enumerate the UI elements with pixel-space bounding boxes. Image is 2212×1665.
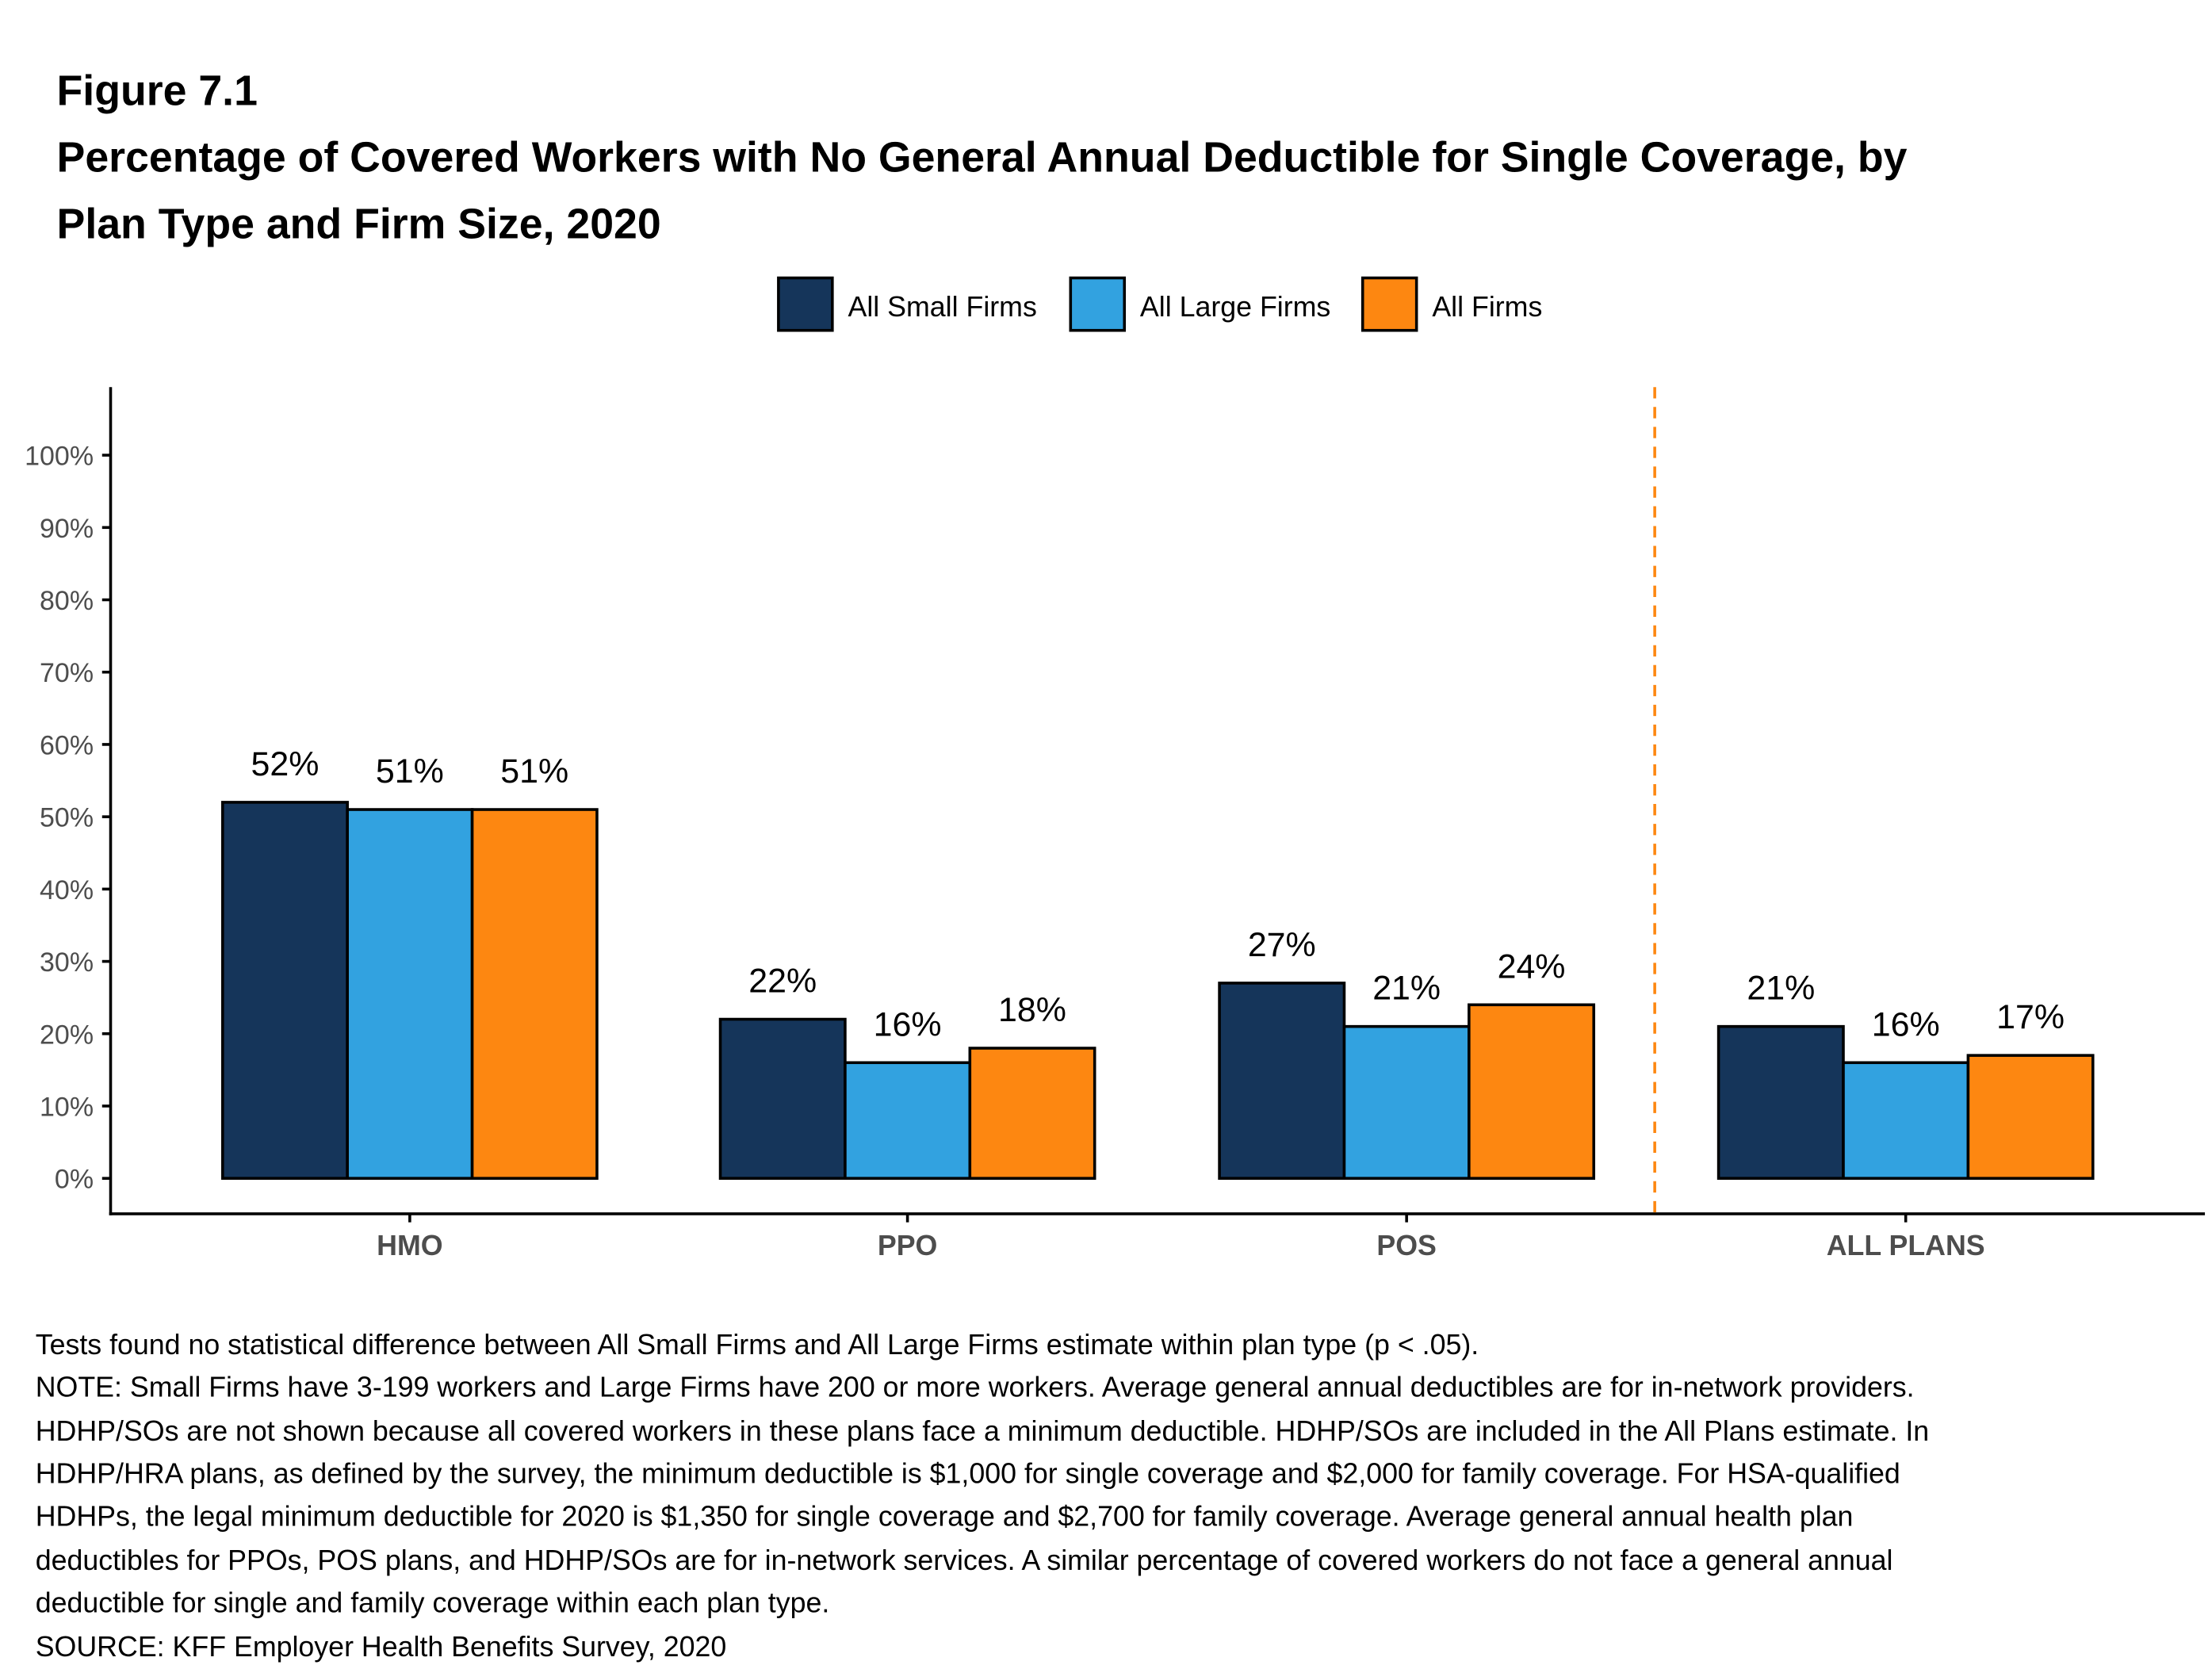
- data-label: 27%: [1248, 926, 1316, 964]
- y-tick-label: 80%: [40, 586, 94, 616]
- bar: [968, 1047, 1096, 1180]
- figure-label: Figure 7.1: [57, 67, 258, 114]
- y-tick-label: 90%: [40, 514, 94, 544]
- notes: Tests found no statistical difference be…: [36, 1329, 1929, 1663]
- bar: [1342, 1024, 1471, 1180]
- data-label: 16%: [1872, 1005, 1940, 1043]
- data-label: 52%: [251, 745, 320, 783]
- legend-swatch-small: [777, 276, 834, 332]
- data-label: 24%: [1498, 947, 1566, 986]
- bar: [718, 1017, 847, 1180]
- note-line: HDHP/SOs are not shown because all cover…: [36, 1415, 1929, 1447]
- note-line: deductible for single and family coverag…: [36, 1587, 830, 1618]
- legend: All Small Firms All Large Firms All Firm…: [777, 276, 1542, 332]
- legend-swatch-large: [1069, 276, 1127, 332]
- bar: [346, 808, 474, 1180]
- note-line: Tests found no statistical difference be…: [36, 1329, 1479, 1361]
- source-line: SOURCE: KFF Employer Health Benefits Sur…: [36, 1631, 727, 1663]
- bar: [1716, 1024, 1845, 1180]
- x-tick-label: POS: [1376, 1230, 1437, 1261]
- x-tick-label: PPO: [878, 1230, 938, 1261]
- data-label: 16%: [874, 1005, 942, 1043]
- bars: 52% 51% 51% 22% 16% 18% 27% 21% 24% 21% 16% 17%: [221, 745, 2095, 1180]
- y-tick-label: 60%: [40, 730, 94, 760]
- bar: [221, 801, 349, 1180]
- bar: [1966, 1054, 2095, 1180]
- y-axis: 0% 10% 20% 30% 40% 50% 60% 70% 80% 90% 100%: [25, 442, 111, 1195]
- title-line-2: Plan Type and Firm Size, 2020: [57, 200, 661, 247]
- data-label: 21%: [1372, 970, 1441, 1008]
- title-line-1: Percentage of Covered Workers with No Ge…: [57, 133, 1908, 181]
- data-label: 51%: [376, 752, 444, 790]
- data-label: 17%: [1996, 998, 2065, 1036]
- bar: [1468, 1003, 1596, 1180]
- legend-label-small: All Small Firms: [848, 291, 1037, 323]
- y-tick-label: 50%: [40, 803, 94, 833]
- y-tick-label: 100%: [25, 442, 94, 472]
- bar: [470, 808, 599, 1180]
- bar: [1218, 982, 1346, 1180]
- y-tick-label: 20%: [40, 1020, 94, 1050]
- note-line: deductibles for PPOs, POS plans, and HDH…: [36, 1544, 1893, 1576]
- y-tick-label: 0%: [55, 1165, 94, 1195]
- x-axis: HMO PPO POS ALL PLANS: [377, 1213, 1985, 1261]
- data-label: 51%: [500, 752, 568, 790]
- legend-label-all: All Firms: [1432, 291, 1542, 323]
- note-line: HDHP/HRA plans, as defined by the survey…: [36, 1458, 1900, 1490]
- data-label: 22%: [748, 963, 817, 1001]
- data-label: 21%: [1747, 970, 1815, 1008]
- x-tick-label: ALL PLANS: [1827, 1230, 1985, 1261]
- y-tick-label: 70%: [40, 658, 94, 688]
- data-label: 18%: [998, 991, 1066, 1029]
- y-tick-label: 40%: [40, 875, 94, 905]
- legend-label-large: All Large Firms: [1140, 291, 1330, 323]
- y-tick-label: 30%: [40, 947, 94, 978]
- x-tick-label: HMO: [377, 1230, 442, 1261]
- legend-swatch-all: [1360, 276, 1418, 332]
- note-line: NOTE: Small Firms have 3-199 workers and…: [36, 1372, 1915, 1403]
- y-tick-label: 10%: [40, 1093, 94, 1123]
- bar: [844, 1061, 972, 1180]
- bar: [1842, 1061, 1970, 1180]
- note-line: HDHPs, the legal minimum deductible for …: [36, 1500, 1854, 1532]
